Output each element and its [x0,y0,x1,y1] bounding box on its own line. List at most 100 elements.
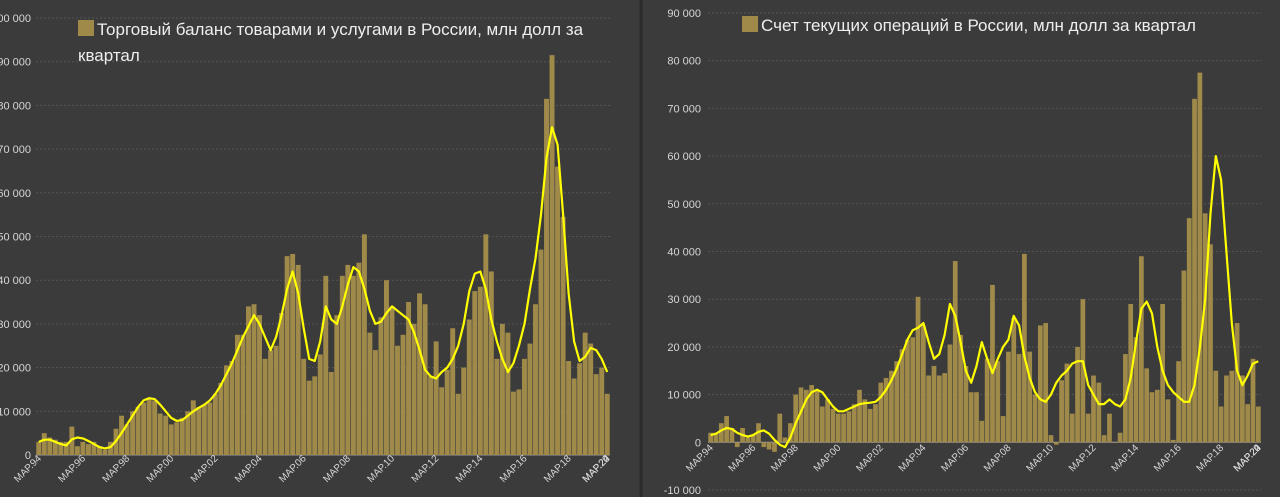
bar [942,373,947,443]
bar [201,404,207,455]
y-tick-label: 60 000 [0,188,31,200]
bar [936,375,942,443]
bar [952,261,958,443]
bar [867,408,873,443]
bar [819,406,825,443]
bar [284,256,290,455]
bar [1101,435,1107,443]
bar [963,365,969,443]
bar [395,345,400,455]
bar [102,449,108,455]
bar [1069,413,1075,443]
bar [1059,380,1064,443]
y-tick-label: 90 000 [667,8,701,20]
bar [968,392,974,443]
bar [1085,413,1091,443]
bar [466,319,472,455]
bar [1053,442,1059,445]
bar [1080,299,1086,443]
y-tick-label: 20 000 [0,363,31,375]
y-tick-label: 100 000 [0,13,31,25]
bar [1240,375,1245,443]
bar [505,332,511,455]
bar [1000,416,1006,443]
bar [1064,363,1070,443]
bar [97,446,102,455]
bar [788,423,793,443]
bar [345,264,351,455]
bar [910,337,916,443]
y-tick-label: 80 000 [667,56,701,68]
bar [1117,432,1123,443]
bar [356,262,362,455]
bar [571,378,577,455]
bar [1032,394,1038,443]
bar [899,349,905,443]
bar [1165,399,1171,443]
bar [295,264,301,455]
trend-line [710,155,1259,449]
y-tick-label: 90 000 [0,57,31,69]
bar [1213,370,1219,443]
bar [477,286,483,455]
bar [1186,218,1192,443]
bar [1011,318,1017,443]
bar [920,325,926,443]
bar [472,291,478,455]
bar [1149,392,1155,443]
y-tick-label: 60 000 [667,151,701,163]
bar [499,323,505,455]
bar [119,415,125,455]
bar [1091,375,1096,443]
bar [1075,346,1080,443]
bar [841,413,846,443]
bar [152,400,158,455]
y-tick-label: 40 000 [0,275,31,287]
bar [1224,375,1229,443]
bar [85,444,91,455]
bar [494,358,500,455]
bar [378,317,384,455]
bar [417,293,423,455]
y-tick-label: 70 000 [667,103,701,115]
bar [1037,325,1043,443]
bar [830,408,836,443]
bar [1048,435,1054,443]
bar [218,382,224,455]
bar [367,332,373,455]
y-tick-label: 20 000 [667,342,701,354]
bar [301,358,307,455]
bar [450,328,456,455]
bar [1197,72,1203,443]
bar [1144,368,1150,443]
bar [878,382,884,443]
bar [135,406,141,455]
bar [846,411,852,443]
bar [444,369,450,455]
bar [555,166,561,455]
bar [1176,361,1181,443]
bar [339,275,345,455]
bar [1250,358,1256,443]
bar [273,345,279,455]
bar [1043,323,1049,443]
bar [262,358,268,455]
bar [163,415,169,455]
bar [862,399,868,443]
y-tick-label: 10 000 [667,390,701,402]
bar [825,399,830,443]
bar [958,334,963,443]
bar [130,411,136,455]
legend-label: Торговый баланс товарами и услугами в Ро… [97,20,584,39]
y-tick-label: -10 000 [664,485,701,497]
bar [527,343,533,455]
legend-swatch [742,16,758,32]
bar [400,334,406,455]
bar [246,306,251,455]
bar [190,400,196,455]
bar [279,312,285,455]
bar [804,389,809,443]
bar [433,341,439,455]
bar [1096,382,1102,443]
